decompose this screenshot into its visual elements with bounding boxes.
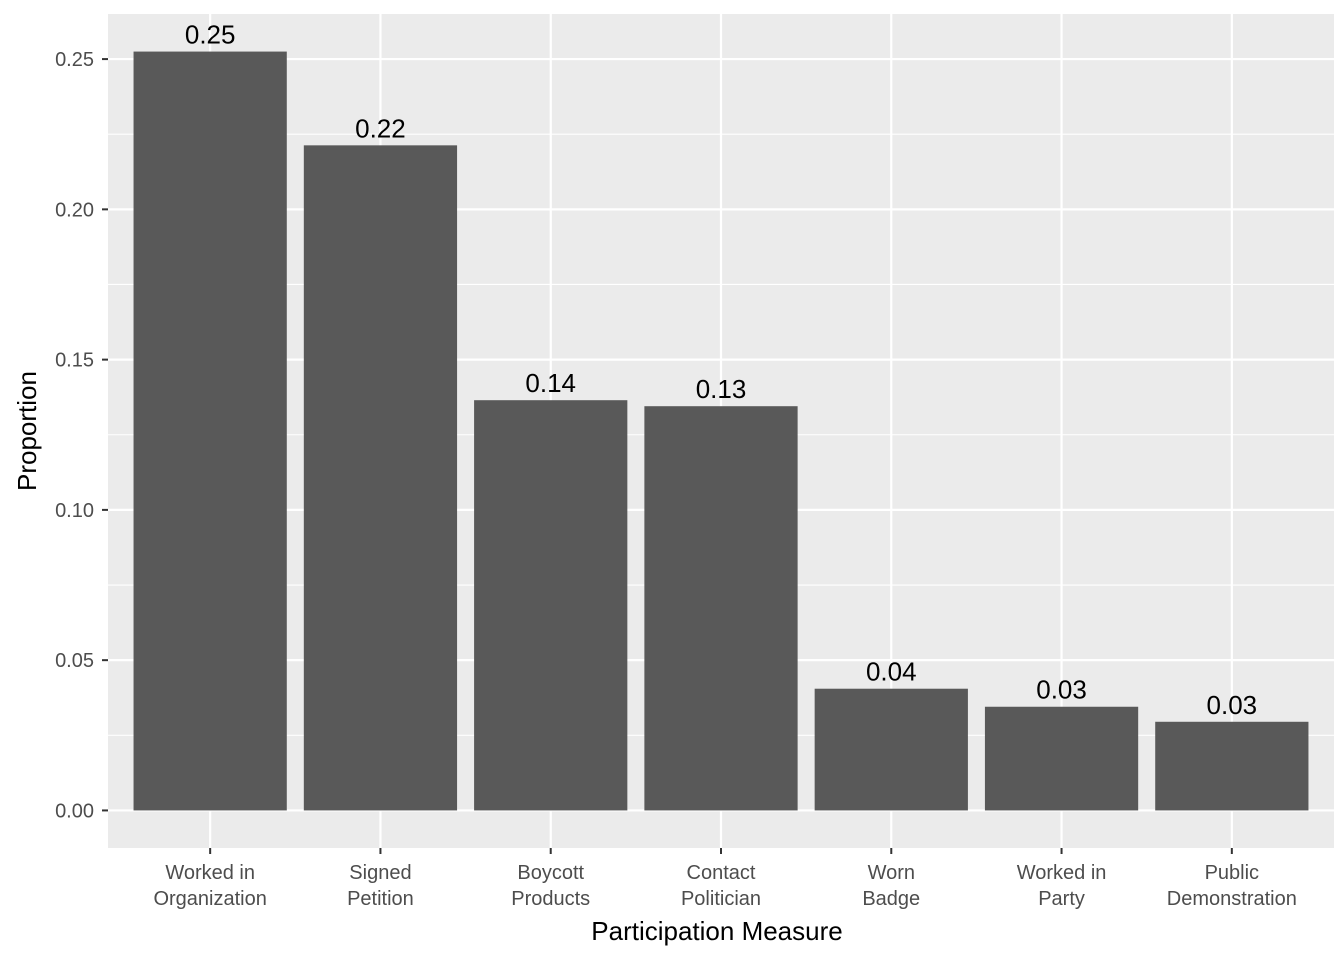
x-axis-title: Participation Measure <box>591 916 842 946</box>
y-tick-label: 0.25 <box>55 49 94 71</box>
y-tick-label: 0.15 <box>55 350 94 372</box>
y-tick-label: 0.10 <box>55 500 94 522</box>
bar <box>814 688 968 811</box>
bar <box>133 51 287 811</box>
bar <box>474 400 628 811</box>
bar-value-label: 0.04 <box>866 657 917 687</box>
bar-value-label: 0.13 <box>696 374 747 404</box>
y-axis: 0.00 0.05 0.10 0.15 0.20 0.25 <box>55 49 108 822</box>
x-tick-label: Worked in Party <box>1017 862 1107 910</box>
x-tick-label: Signed Petition <box>347 862 414 910</box>
y-tick-label: 0.00 <box>55 800 94 822</box>
bar-value-label: 0.03 <box>1036 675 1087 705</box>
bar <box>303 145 458 811</box>
x-axis: Worked in Organization Signed Petition Boyco… <box>153 848 1297 910</box>
bar-value-label: 0.03 <box>1207 690 1258 720</box>
bar <box>644 406 798 811</box>
y-tick-label: 0.05 <box>55 650 94 672</box>
bar-value-label: 0.22 <box>355 113 406 143</box>
y-axis-title: Proportion <box>12 371 42 491</box>
bar <box>984 706 1139 811</box>
bar-value-label: 0.25 <box>185 20 236 50</box>
x-tick-label: Contact Politician <box>681 862 761 910</box>
bar <box>1155 721 1309 811</box>
bar-value-labels: 0.25 0.22 0.14 0.13 0.04 0.03 0.03 <box>185 20 1257 720</box>
bar-value-label: 0.14 <box>525 368 576 398</box>
x-tick-label: Boycott Products <box>511 862 590 910</box>
y-tick-label: 0.20 <box>55 199 94 221</box>
bars <box>133 51 1309 811</box>
x-tick-label: Worn Badge <box>862 862 920 910</box>
x-tick-label: Public Demonstration <box>1167 862 1297 910</box>
x-tick-label: Worked in Organization <box>153 862 266 910</box>
